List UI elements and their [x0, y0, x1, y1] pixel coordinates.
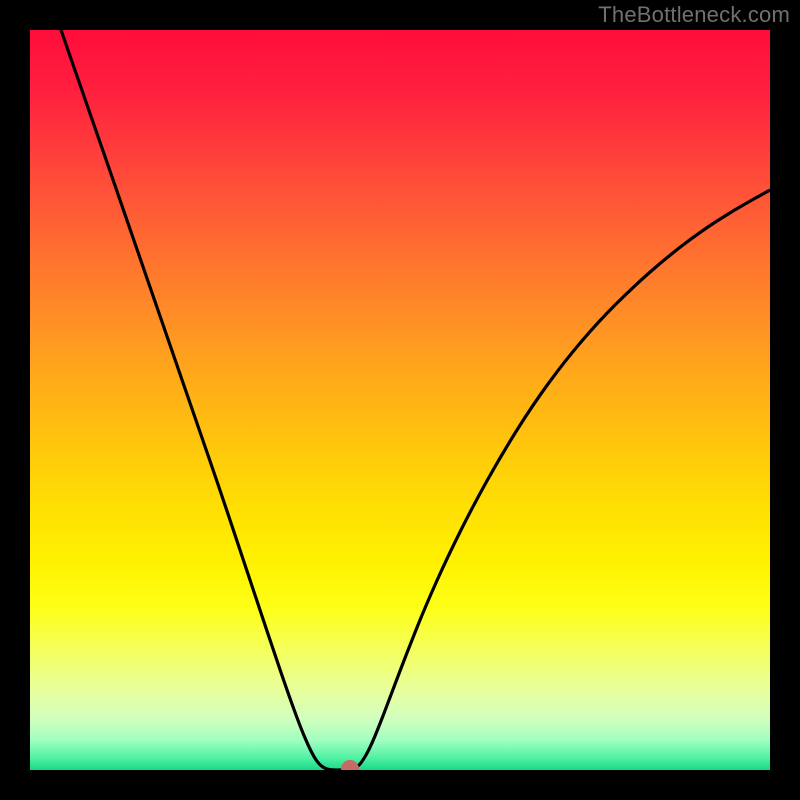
curve-layer [30, 30, 770, 770]
bottleneck-curve [61, 30, 770, 770]
plot-area [30, 30, 770, 770]
watermark-text: TheBottleneck.com [598, 2, 790, 28]
